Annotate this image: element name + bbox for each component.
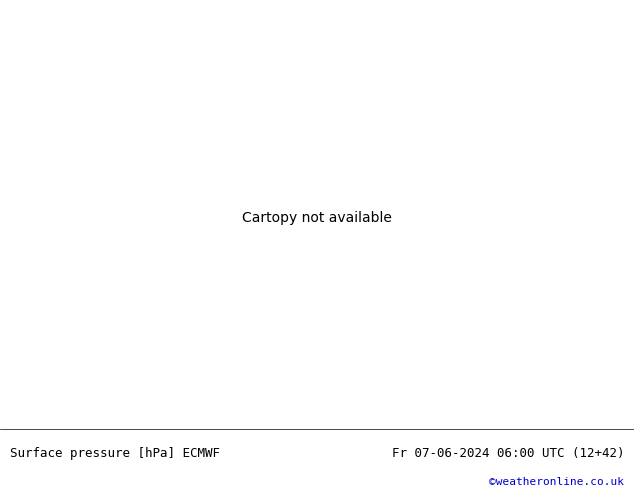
Text: Cartopy not available: Cartopy not available (242, 211, 392, 225)
Text: Fr 07-06-2024 06:00 UTC (12+42): Fr 07-06-2024 06:00 UTC (12+42) (392, 446, 624, 460)
Text: ©weatheronline.co.uk: ©weatheronline.co.uk (489, 477, 624, 488)
Text: Surface pressure [hPa] ECMWF: Surface pressure [hPa] ECMWF (10, 446, 219, 460)
